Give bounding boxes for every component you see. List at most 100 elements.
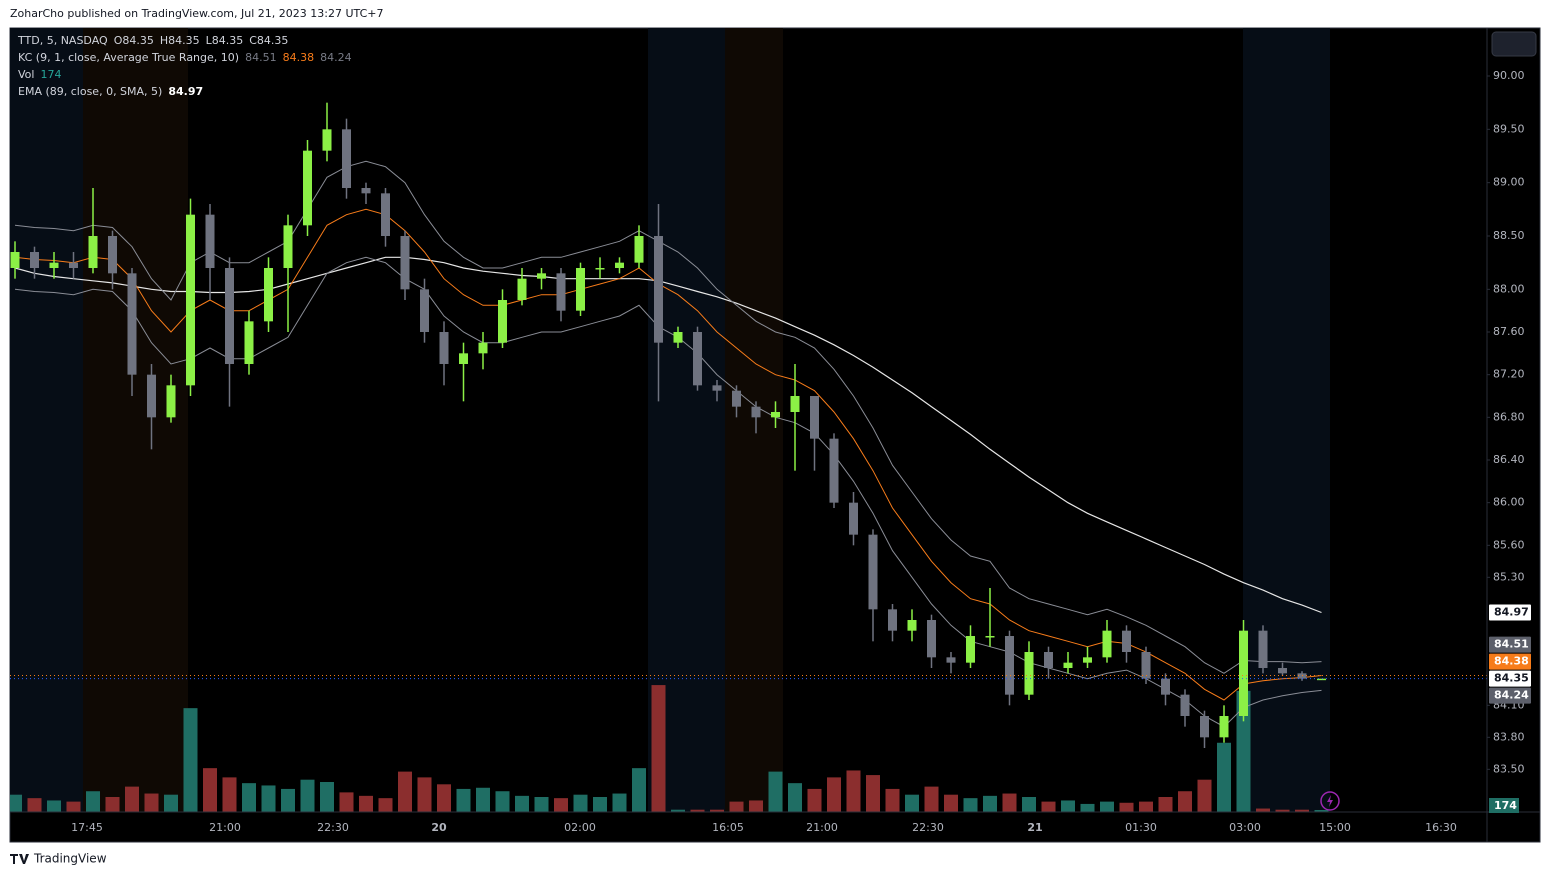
candle-body (498, 300, 507, 343)
y-tick-label: 86.80 (1493, 410, 1525, 423)
volume-bar (866, 775, 880, 812)
price-tag: 84.51 (1494, 638, 1529, 651)
price-tag-bg (1489, 604, 1531, 621)
volume-bar (612, 793, 627, 812)
volume-bar (320, 782, 334, 812)
candle-body (517, 278, 527, 300)
candle-body (595, 268, 605, 270)
x-tick-label: 03:00 (1229, 821, 1261, 834)
alert-bolt (1327, 795, 1333, 807)
candle-body (459, 353, 468, 364)
candle-body (186, 214, 195, 386)
volume-bar (1061, 800, 1075, 812)
x-tick-label: 16:05 (712, 821, 744, 834)
candle-body (361, 188, 371, 194)
candle-body (537, 273, 546, 279)
candle-body (478, 342, 488, 354)
volume-bar (339, 792, 354, 812)
candle-body (147, 374, 156, 418)
y-tick-label: 87.20 (1493, 368, 1525, 381)
candle-body (10, 252, 20, 268)
volume-bar (1197, 779, 1212, 812)
volume-bar (905, 794, 919, 812)
session-shade (648, 28, 725, 812)
legend-text: C84.35 (249, 34, 288, 47)
legend-text: EMA (89, close, 0, SMA, 5) (18, 85, 162, 98)
candle-body (1024, 652, 1034, 695)
volume-bar (1295, 809, 1309, 812)
volume-bar (944, 794, 958, 812)
volume-bar (437, 784, 451, 812)
volume-bar (183, 708, 198, 812)
alert-icon[interactable] (1320, 791, 1340, 811)
candle-body (615, 262, 624, 268)
candle-body (1278, 668, 1287, 674)
candle-body (225, 268, 234, 364)
volume-bar (807, 788, 822, 812)
volume-bar (788, 783, 802, 812)
candle-body (1297, 673, 1307, 679)
volume-bar (359, 795, 373, 812)
footer-brand: TradingView (33, 852, 107, 866)
volume-bar (476, 787, 490, 812)
legend-text: 84.97 (168, 85, 203, 98)
volume-bar (417, 777, 432, 812)
volume-bar (1119, 802, 1134, 812)
publish-header: ZoharCho published on TradingView.com, J… (10, 7, 383, 20)
x-tick-label: 01:30 (1125, 821, 1157, 834)
volume-bar (1139, 801, 1153, 812)
price-tag-bg (1489, 636, 1531, 653)
candle-body (127, 273, 137, 375)
x-tick-label: 02:00 (564, 821, 596, 834)
candle-body (751, 406, 761, 418)
y-tick-label: 86.00 (1493, 496, 1525, 509)
plot (10, 102, 1487, 812)
volume-bar (573, 794, 588, 812)
tv-logo (10, 854, 29, 864)
y-tick-label: 86.40 (1493, 453, 1525, 466)
axes: 90.00 89.50 89.00 88.50 88.00 87.60 87.20 86.80… (71, 69, 1531, 834)
volume-bar (846, 770, 861, 812)
candle-body (420, 289, 429, 332)
candle-body (1141, 652, 1151, 679)
candle-body (1180, 694, 1190, 716)
candle-body (927, 620, 936, 658)
price-tag: 84.38 (1494, 655, 1529, 668)
volume-bar (710, 809, 724, 812)
y-tick-label: 88.00 (1493, 282, 1525, 295)
volume-bar (632, 768, 646, 812)
volume-bar (768, 771, 783, 812)
legend-text: 84.24 (320, 51, 352, 64)
candle-body (108, 236, 117, 274)
volume-bar (495, 791, 510, 812)
candle-body (322, 129, 332, 151)
volume-bar (885, 788, 900, 812)
volume-bar (105, 797, 120, 812)
candle-body (1161, 678, 1170, 695)
legend-text: 84.38 (283, 51, 315, 64)
candle-body (30, 252, 39, 268)
candle-body (966, 636, 975, 663)
x-tick-label: 16:30 (1425, 821, 1457, 834)
candle-body (381, 193, 390, 236)
price-tag-bg (1489, 653, 1531, 670)
candle-body (556, 273, 566, 311)
volume-bar (1256, 808, 1270, 812)
candle-body (88, 236, 98, 268)
x-tick-label: 20 (431, 821, 447, 834)
volume-bar (398, 771, 412, 812)
candle-body (712, 385, 722, 391)
candle-body (342, 129, 351, 188)
volume-bar (47, 800, 61, 812)
price-tag-bg (1489, 687, 1531, 704)
volume-bar (1178, 791, 1192, 812)
legend-text: H84.35 (160, 34, 200, 47)
y-tick-label: 85.60 (1493, 538, 1525, 551)
volume-bar (456, 788, 471, 812)
candle-body (264, 268, 273, 322)
candle-body (888, 609, 897, 631)
settings-button[interactable] (1491, 31, 1537, 57)
candle-body (244, 321, 254, 364)
